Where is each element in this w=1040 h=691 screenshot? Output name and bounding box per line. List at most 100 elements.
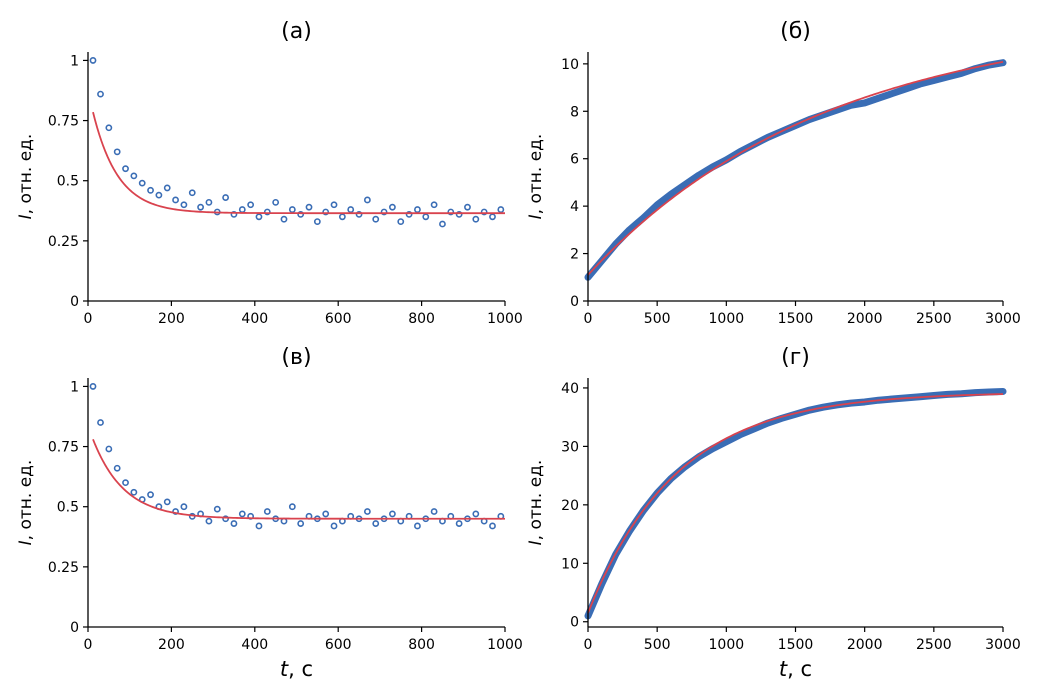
x-tick-label: 2500 <box>916 637 952 653</box>
data-point <box>172 508 179 515</box>
data-point <box>105 445 113 453</box>
subplot-3: (г) 0 500 1000 1500 2000 2500 3000 0 10 20 30 40 I, о… <box>526 345 1021 681</box>
data-point <box>97 419 104 426</box>
subplot-2: (в) 0 200 400 600 800 1000 0 0.25 0.5 0.75 1 I, отн.… <box>16 345 523 681</box>
data-point <box>363 196 371 204</box>
data-point <box>238 510 246 518</box>
x-tick-label: 200 <box>158 637 185 653</box>
data-point <box>338 213 346 221</box>
data-point <box>439 220 446 228</box>
data-point <box>188 189 196 197</box>
x-tick-label: 2000 <box>847 637 883 653</box>
data-point <box>113 464 121 472</box>
x-tick-label: 2000 <box>847 311 883 327</box>
data-point <box>455 520 463 527</box>
data-point <box>180 201 188 209</box>
data-point <box>668 191 674 198</box>
data-point <box>197 203 204 211</box>
y-tick-label: 20 <box>561 498 579 514</box>
data-point <box>681 181 688 188</box>
data-point <box>347 206 355 213</box>
data-point <box>422 213 430 221</box>
y-tick-label: 0 <box>570 294 579 310</box>
data-point <box>414 522 421 530</box>
x-tick-label: 1500 <box>778 311 814 327</box>
x-tick-label: 400 <box>241 637 268 653</box>
data-point <box>205 198 213 206</box>
y-axis-label-unit: , отн. ед. <box>16 460 36 541</box>
data-point <box>313 218 321 226</box>
data-point <box>464 203 471 211</box>
data-point <box>958 70 965 77</box>
data-point <box>363 508 371 515</box>
data-point <box>263 208 271 216</box>
data-point <box>263 508 271 515</box>
x-tick-label: 500 <box>644 637 671 653</box>
data-point <box>723 438 730 445</box>
y-axis-label: I, отн. ед. <box>16 460 36 546</box>
y-axis-label-unit: , отн. ед. <box>16 134 36 215</box>
data-point <box>222 194 230 201</box>
x-tick-label: 0 <box>84 637 93 653</box>
data-point <box>654 201 661 208</box>
data-point <box>163 498 171 506</box>
data-point <box>472 215 480 223</box>
data-point <box>122 479 129 487</box>
data-point <box>89 383 97 390</box>
y-tick-label: 10 <box>561 57 579 73</box>
data-point <box>405 210 413 218</box>
fit-curve <box>587 60 1004 276</box>
data-point <box>297 520 305 527</box>
y-tick-label: 0.5 <box>57 174 79 190</box>
data-point <box>297 210 305 218</box>
x-tick-label: 200 <box>158 311 185 327</box>
data-point <box>280 215 288 223</box>
fit-curve <box>587 393 1004 614</box>
data-series <box>89 57 505 228</box>
x-tick-label: 3000 <box>985 311 1021 327</box>
x-tick-label: 1000 <box>487 311 523 327</box>
x-tick-label: 0 <box>84 311 93 327</box>
subplot-title: (г) <box>781 345 810 370</box>
subplot-title: (в) <box>281 345 311 370</box>
y-tick-label: 2 <box>570 247 579 263</box>
y-axis-label-unit: , отн. ед. <box>526 134 546 215</box>
data-point <box>489 522 496 530</box>
data-point <box>89 57 97 64</box>
y-axis-label: I, отн. ед. <box>526 134 546 220</box>
subplot-title: (б) <box>780 19 811 44</box>
data-point <box>944 73 951 80</box>
data-point <box>389 510 396 518</box>
y-axis-label: I, отн. ед. <box>526 460 546 546</box>
data-point <box>255 522 263 530</box>
data-point <box>305 203 313 211</box>
x-tick-label: 1000 <box>709 637 745 653</box>
data-point <box>122 165 129 173</box>
data-point <box>147 186 154 194</box>
data-point <box>230 520 238 527</box>
data-point <box>372 520 380 527</box>
data-point <box>222 515 230 523</box>
x-tick-label: 600 <box>325 637 352 653</box>
data-point <box>322 208 330 216</box>
data-point <box>397 218 405 226</box>
y-tick-label: 30 <box>561 439 579 455</box>
data-point <box>930 77 937 84</box>
y-tick-label: 1 <box>70 379 79 395</box>
data-band <box>584 59 1007 281</box>
x-tick-label: 800 <box>408 637 435 653</box>
x-tick-label: 1000 <box>487 637 523 653</box>
x-tick-label: 0 <box>584 311 593 327</box>
data-point <box>238 206 246 213</box>
data-point <box>330 201 338 209</box>
y-tick-label: 0 <box>570 615 579 631</box>
data-point <box>695 172 702 179</box>
data-point <box>414 206 421 213</box>
data-point <box>875 95 882 102</box>
y-tick-label: 0.25 <box>48 234 79 250</box>
x-tick-label: 600 <box>325 311 352 327</box>
data-point <box>472 510 480 518</box>
x-tick-label: 500 <box>644 311 671 327</box>
y-axis-label: I, отн. ед. <box>16 134 36 220</box>
